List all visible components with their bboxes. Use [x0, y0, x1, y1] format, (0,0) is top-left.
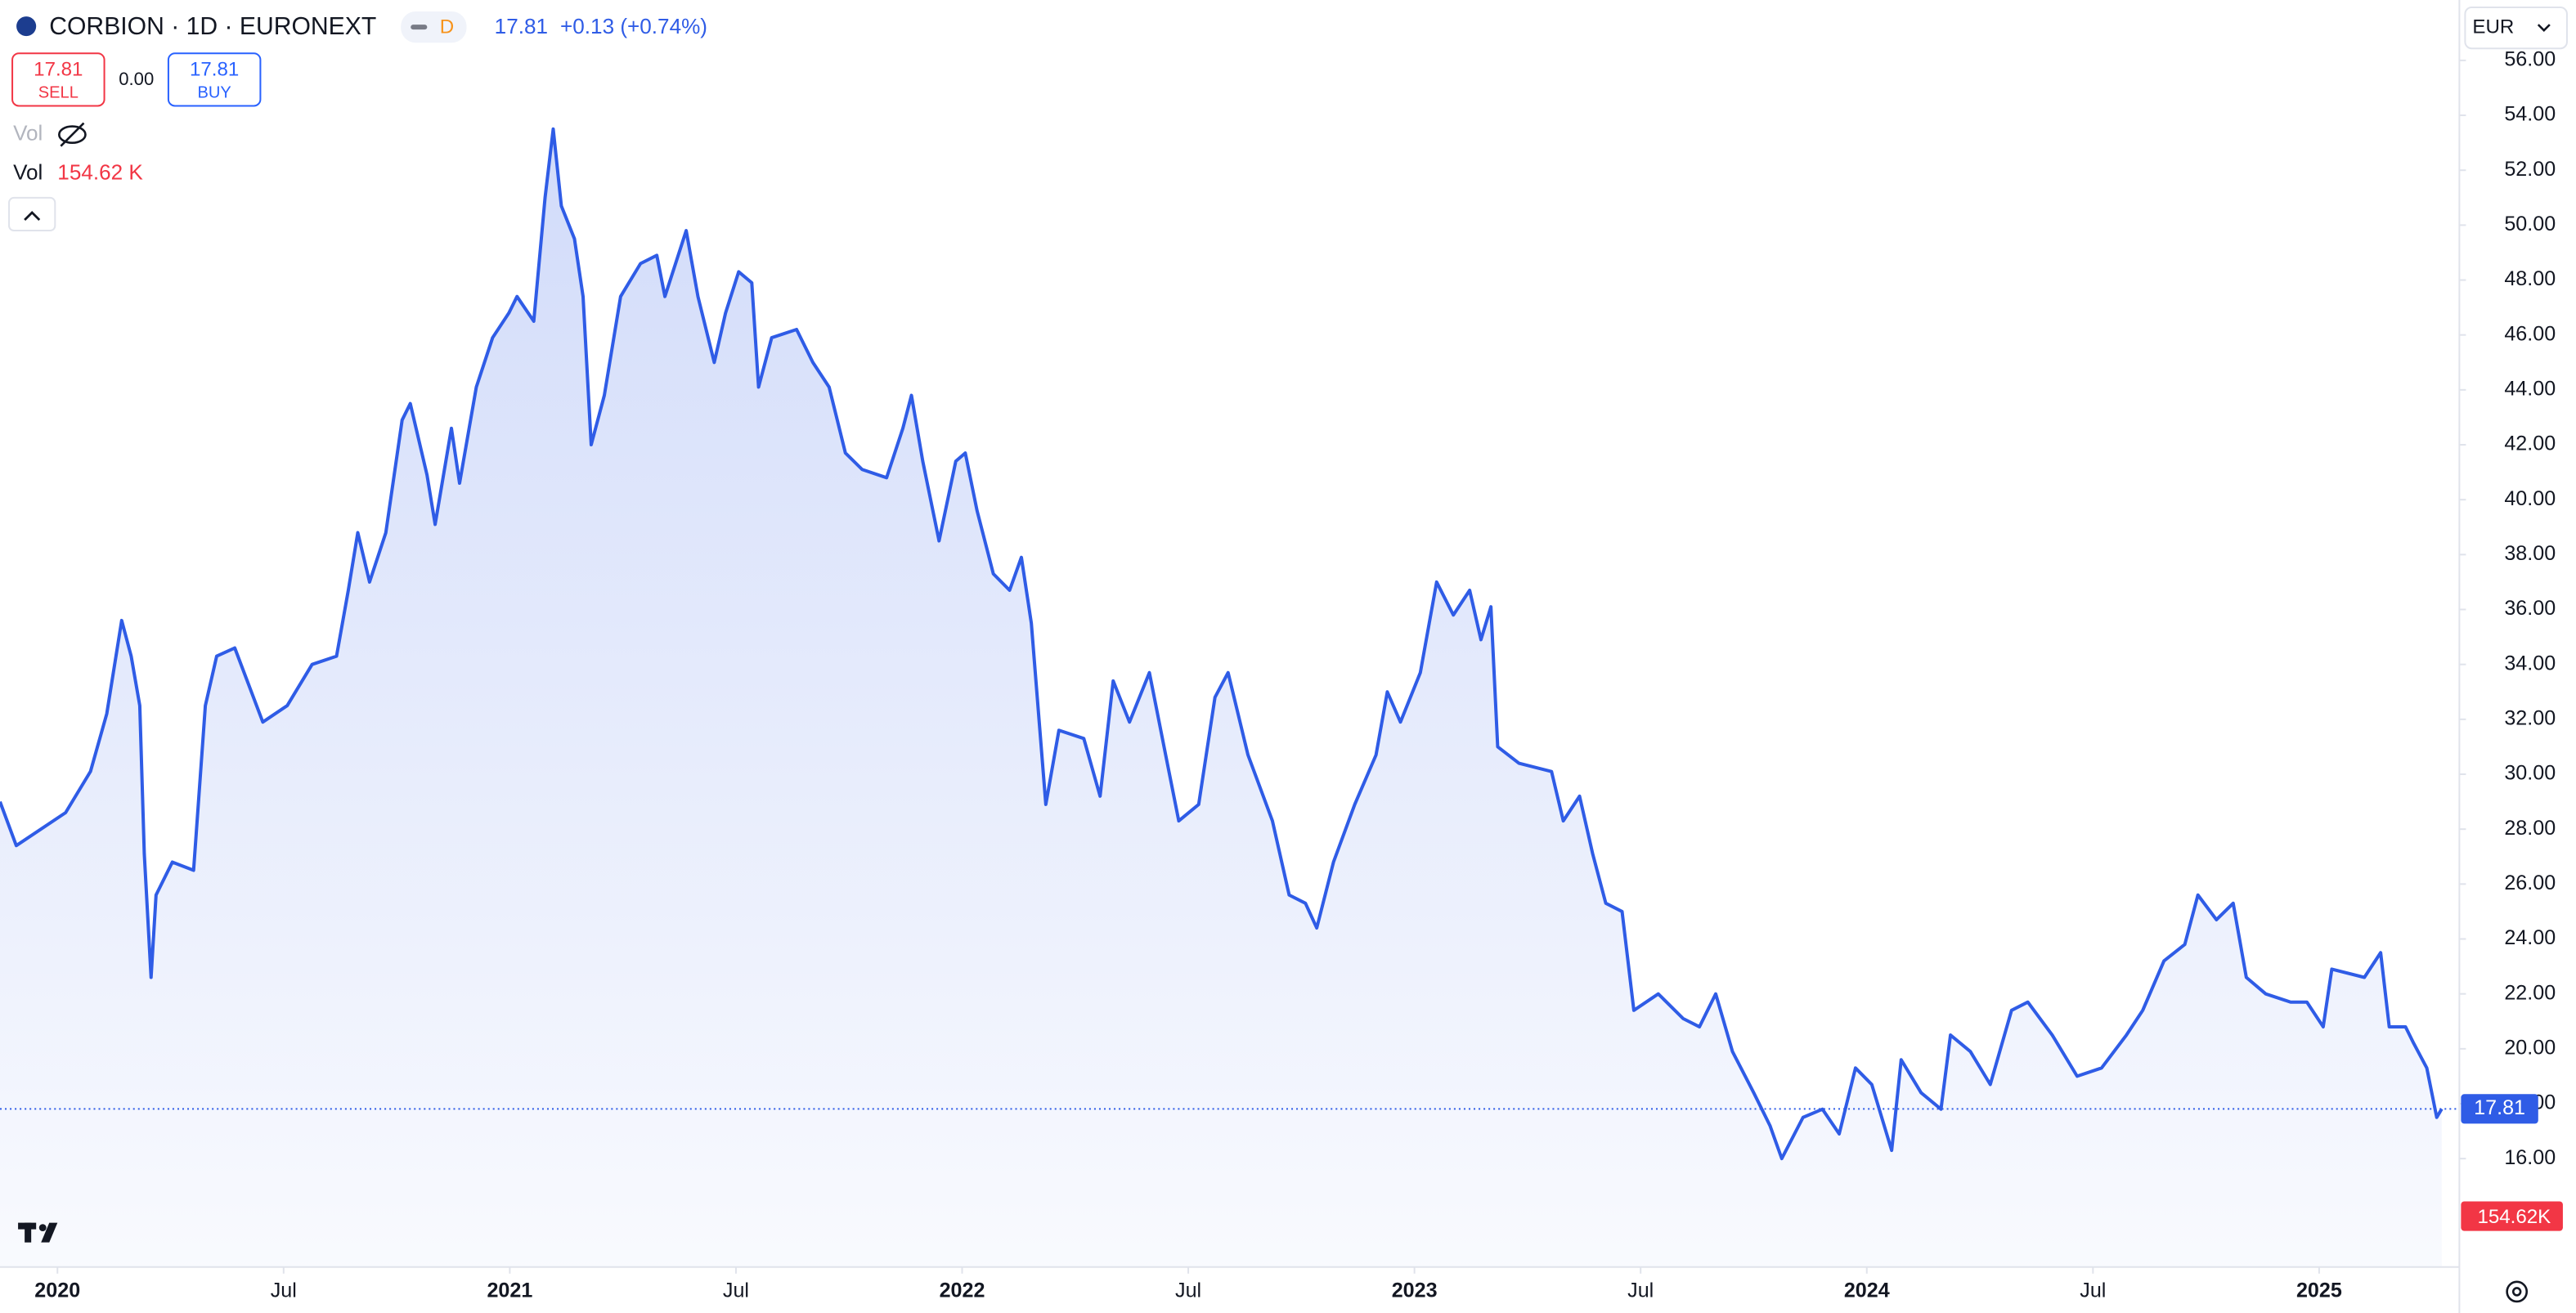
volume-value: 154.62 K	[57, 160, 143, 185]
x-tick-label: 2023	[1392, 1279, 1438, 1302]
y-tick-label: 40.00	[2504, 487, 2556, 510]
volume-label: Vol	[13, 160, 43, 185]
y-tick-label: 48.00	[2504, 267, 2556, 290]
symbol: CORBION · 1D · EURONEXT	[49, 13, 376, 40]
x-tick-label: 2020	[34, 1279, 80, 1302]
y-tick-label: 52.00	[2504, 158, 2556, 181]
buy-label: BUY	[198, 84, 231, 102]
buy-button[interactable]	[167, 52, 262, 107]
symbol-logo	[16, 16, 37, 37]
plot-area	[0, 127, 2460, 1267]
x-tick-label: Jul	[271, 1279, 297, 1302]
buy-price: 17.81	[190, 59, 239, 81]
badge: D	[440, 16, 454, 38]
y-tick-label: 30.00	[2504, 762, 2556, 785]
hide-icon[interactable]	[58, 122, 87, 147]
x-tick-label: Jul	[1627, 1279, 1654, 1302]
y-tick-label: 32.00	[2504, 706, 2556, 729]
sell-price: 17.81	[34, 59, 83, 81]
settings-icon[interactable]	[2506, 1280, 2529, 1303]
y-tick-label: 28.00	[2504, 817, 2556, 840]
y-tick-label: 54.00	[2504, 103, 2556, 126]
last-price-tag-label: 17.81	[2474, 1096, 2525, 1119]
y-tick-label: 56.00	[2504, 48, 2556, 71]
y-tick-label: 34.00	[2504, 652, 2556, 674]
hidden-volume-label: Vol	[13, 121, 43, 146]
x-tick-label: Jul	[2080, 1279, 2106, 1302]
collapse-icon	[24, 210, 41, 221]
x-tick-label: 2022	[940, 1279, 985, 1302]
collapse-button[interactable]	[8, 196, 56, 232]
sell-label: SELL	[38, 84, 79, 102]
badge-dash	[411, 25, 428, 30]
tv-logo	[18, 1222, 58, 1243]
x-tick-label: 2024	[1844, 1279, 1890, 1302]
volume-tag-label: 154.62K	[2477, 1206, 2551, 1228]
x-tick-label: 2021	[487, 1279, 532, 1302]
last-price: 17.81	[495, 14, 548, 38]
y-tick-label: 16.00	[2504, 1146, 2556, 1169]
sell-button[interactable]	[11, 52, 105, 107]
price-line	[0, 127, 2444, 1161]
volume-tag	[2461, 1201, 2563, 1231]
y-tick-label: 20.00	[2504, 1036, 2556, 1059]
spread: 0.00	[119, 69, 154, 89]
badge-bg	[401, 11, 467, 43]
y-tick-label: 22.00	[2504, 981, 2556, 1004]
y-tick-label: 36.00	[2504, 597, 2556, 620]
y-tick-label: 44.00	[2504, 377, 2556, 400]
area-fill	[0, 128, 2442, 1267]
y-tick-label: 46.00	[2504, 322, 2556, 345]
x-tick-label: 2025	[2296, 1279, 2342, 1302]
last-price-tag	[2461, 1094, 2538, 1124]
change: +0.13 (+0.74%)	[560, 14, 707, 38]
y-tick-label: 24.00	[2504, 926, 2556, 949]
currency: EUR	[2472, 16, 2514, 38]
currency-chevron	[2537, 24, 2551, 32]
y-tick-label: 26.00	[2504, 872, 2556, 894]
x-tick-label: Jul	[1175, 1279, 1201, 1302]
y-tick-label: 50.00	[2504, 213, 2556, 235]
y-tick-label: 38.00	[2504, 542, 2556, 565]
currency-select[interactable]	[2464, 7, 2568, 50]
x-tick-label: Jul	[723, 1279, 749, 1302]
y-tick-label: 42.00	[2504, 432, 2556, 455]
